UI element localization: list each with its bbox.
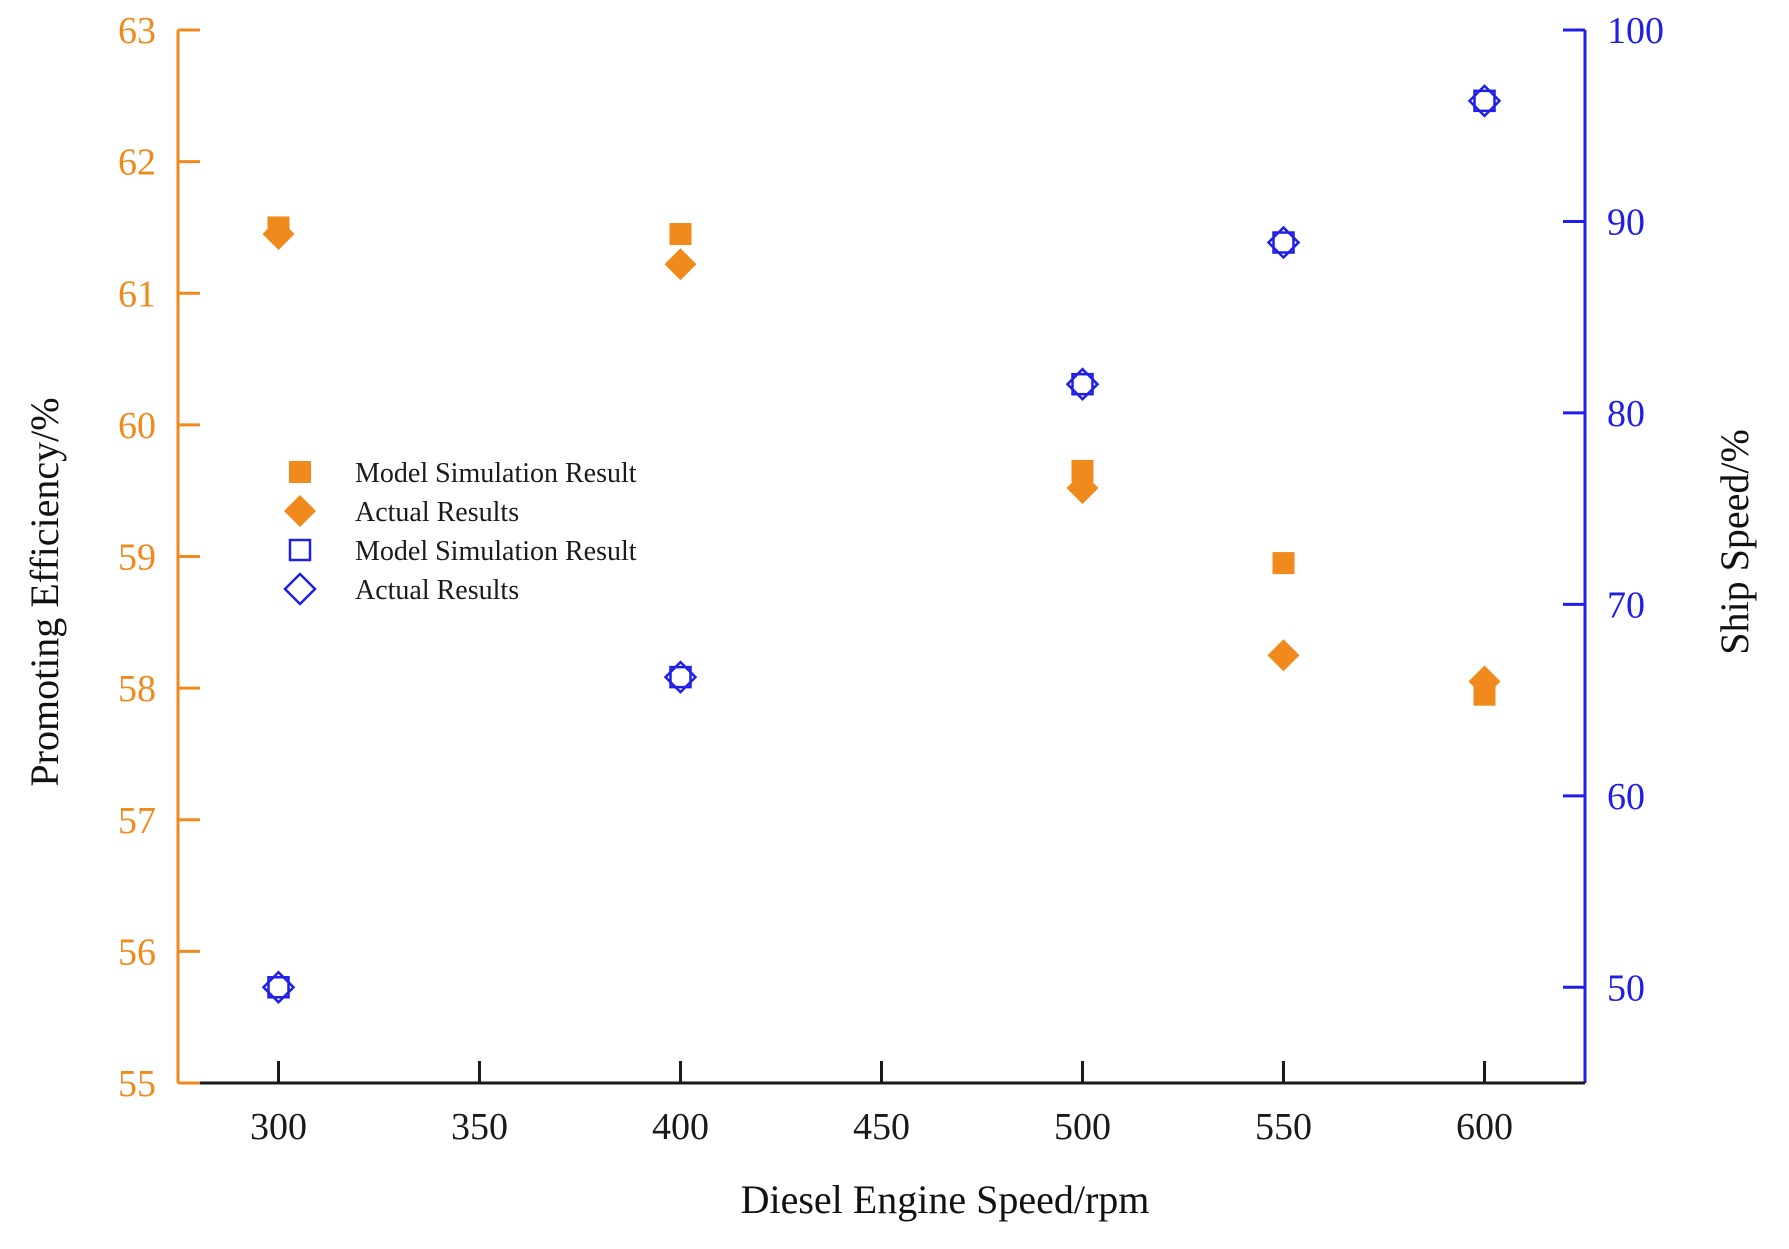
series-1-point (669, 223, 692, 246)
data-marks (261, 84, 1502, 1005)
series-4-point (1467, 84, 1502, 118)
right-y-tick-label: 70 (1607, 584, 1645, 626)
series-3-point (1272, 231, 1295, 254)
axes (176, 28, 1587, 1085)
left-y-tick-label: 57 (118, 800, 156, 842)
series-3-point (1071, 372, 1094, 396)
x-tick-label: 300 (250, 1106, 307, 1148)
right-y-tick-label: 50 (1607, 967, 1645, 1009)
left-y-tick-label: 61 (118, 273, 156, 315)
right-y-axis-title: Ship Speed/% (1712, 429, 1757, 655)
left-y-tick-label: 58 (118, 668, 156, 710)
right-y-tick-label: 90 (1607, 201, 1645, 243)
series-4-point (663, 660, 698, 694)
tick-labels: 55 56 57 58 59 60 61 62 63 50 60 70 80 90 100 300 350 400… (118, 10, 1664, 1148)
legend-label-1: Model Simulation Result (355, 458, 637, 489)
series-4-point (1266, 225, 1301, 260)
right-y-tick-label: 100 (1607, 10, 1664, 52)
series-2-point (262, 218, 295, 251)
x-tick-label: 600 (1456, 1106, 1513, 1148)
series-2-point (664, 248, 697, 281)
series-1-point (1272, 552, 1295, 575)
series-3-point (669, 665, 692, 689)
legend-marker-3 (288, 538, 312, 562)
x-tick-label: 550 (1255, 1106, 1312, 1148)
legend-marker-4 (283, 572, 317, 606)
left-y-tick-label: 55 (118, 1063, 156, 1105)
left-y-tick-label: 59 (118, 537, 156, 579)
legend-label-2: Actual Results (355, 497, 519, 528)
series-2-point (1267, 639, 1300, 672)
x-tick-label: 350 (451, 1106, 508, 1148)
series-2-point (1468, 665, 1501, 698)
legend-marker-1 (289, 461, 311, 483)
right-y-tick-label: 60 (1607, 776, 1645, 818)
series-3-point (267, 976, 290, 999)
right-y-tick-label: 80 (1607, 393, 1645, 435)
series-3-point (1473, 89, 1496, 113)
left-y-tick-label: 56 (118, 931, 156, 973)
series-2-point (1066, 472, 1099, 505)
legend: Model Simulation Result Actual Results Mod… (283, 458, 637, 606)
x-tick-label: 450 (853, 1106, 910, 1148)
x-tick-label: 400 (652, 1106, 709, 1148)
legend-label-4: Actual Results (355, 575, 519, 606)
legend-marker-2 (284, 495, 316, 527)
left-y-tick-label: 62 (118, 142, 156, 184)
legend-label-3: Model Simulation Result (355, 536, 637, 567)
left-y-tick-label: 60 (118, 405, 156, 447)
x-tick-label: 500 (1054, 1106, 1111, 1148)
series-4-point (1065, 367, 1100, 401)
series-4-point (261, 970, 296, 1005)
x-axis-title: Diesel Engine Speed/rpm (741, 1177, 1150, 1222)
left-y-tick-label: 63 (118, 10, 156, 52)
left-y-axis-title: Promoting Efficiency/% (22, 397, 67, 786)
series-1-point (1071, 459, 1094, 482)
